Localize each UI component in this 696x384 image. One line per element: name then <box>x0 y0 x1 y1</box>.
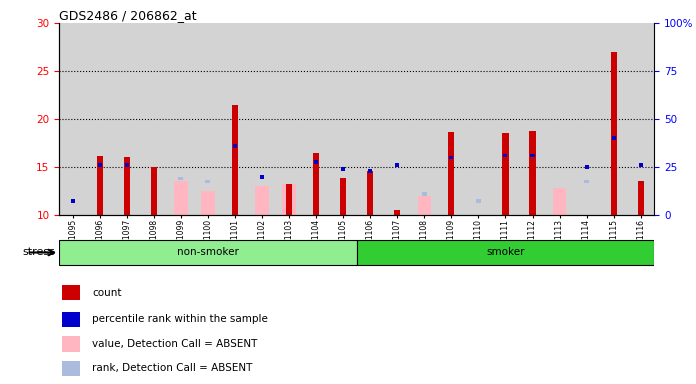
Bar <box>503 133 509 215</box>
Bar <box>71 199 74 203</box>
Bar <box>341 167 345 171</box>
Bar <box>519 23 546 215</box>
Bar <box>422 192 427 196</box>
Bar <box>260 175 264 179</box>
Bar <box>584 179 589 183</box>
Text: rank, Detection Call = ABSENT: rank, Detection Call = ABSENT <box>92 363 252 373</box>
Bar <box>450 156 453 159</box>
Text: GDS2486 / 206862_at: GDS2486 / 206862_at <box>59 9 197 22</box>
Bar <box>125 163 129 167</box>
Bar <box>62 285 80 301</box>
Bar <box>232 104 238 215</box>
Bar <box>546 23 573 215</box>
Bar <box>97 163 102 167</box>
Bar <box>59 23 86 215</box>
Bar <box>174 181 188 215</box>
Bar <box>62 361 80 376</box>
Bar <box>357 240 654 265</box>
Bar <box>610 52 617 215</box>
Bar <box>97 156 103 215</box>
Bar <box>178 177 183 180</box>
Bar <box>59 240 357 265</box>
Bar <box>573 23 600 215</box>
Bar <box>553 188 567 215</box>
Bar <box>167 23 194 215</box>
Bar <box>205 179 210 183</box>
Text: stress: stress <box>22 247 55 258</box>
Bar <box>313 152 319 215</box>
Text: smoker: smoker <box>487 247 525 258</box>
Bar <box>503 154 507 157</box>
Bar <box>286 184 292 215</box>
Bar <box>418 196 431 215</box>
Bar <box>357 23 383 215</box>
Bar <box>221 23 248 215</box>
Bar <box>260 175 264 179</box>
Bar <box>62 336 80 352</box>
Bar <box>585 165 589 169</box>
Bar <box>476 199 481 203</box>
Bar <box>276 23 303 215</box>
Bar <box>383 23 411 215</box>
Bar <box>448 132 454 215</box>
Bar <box>113 23 141 215</box>
Bar <box>248 23 276 215</box>
Bar <box>141 23 167 215</box>
Text: value, Detection Call = ABSENT: value, Detection Call = ABSENT <box>92 339 258 349</box>
Bar <box>394 210 400 215</box>
Bar <box>330 23 357 215</box>
Bar <box>530 131 535 215</box>
Bar <box>340 177 346 215</box>
Bar <box>233 144 237 148</box>
Bar <box>201 191 214 215</box>
Bar <box>411 23 438 215</box>
Text: percentile rank within the sample: percentile rank within the sample <box>92 314 268 324</box>
Bar <box>395 163 400 167</box>
Bar <box>627 23 654 215</box>
Bar <box>530 154 535 157</box>
Bar <box>303 23 330 215</box>
Bar <box>368 169 372 173</box>
Bar <box>194 23 221 215</box>
Bar <box>314 161 318 164</box>
Text: count: count <box>92 288 121 298</box>
Bar <box>600 23 627 215</box>
Bar <box>638 181 644 215</box>
Bar <box>255 186 269 215</box>
Bar <box>62 312 80 327</box>
Bar <box>367 171 373 215</box>
Bar <box>465 23 492 215</box>
Bar <box>283 184 296 215</box>
Text: non-smoker: non-smoker <box>177 247 239 258</box>
Bar <box>86 23 113 215</box>
Bar <box>438 23 465 215</box>
Bar <box>639 163 642 167</box>
Bar <box>124 157 130 215</box>
Bar <box>612 136 616 140</box>
Bar <box>492 23 519 215</box>
Bar <box>151 167 157 215</box>
